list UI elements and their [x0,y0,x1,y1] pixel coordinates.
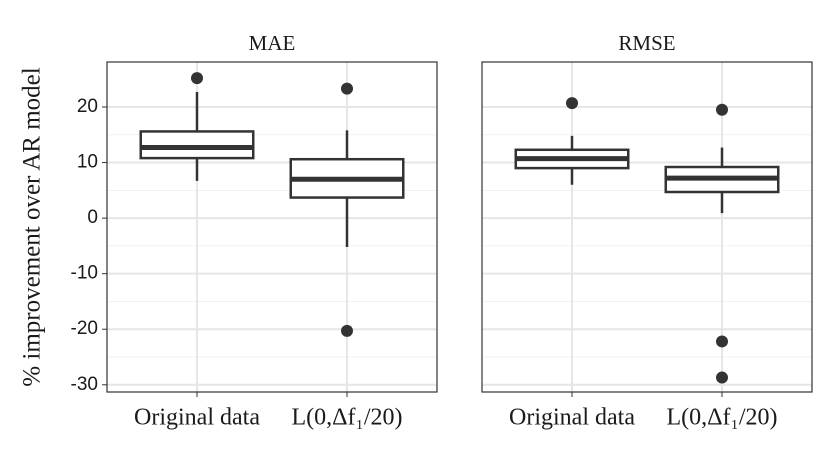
y-tick-label: -30 [71,374,98,395]
outlier [716,335,728,348]
y-tick-label: -10 [71,263,98,284]
panel-border [481,61,813,393]
panel-title: RMSE [618,31,675,55]
x-tick-label: L(0,Δf₁/20) [666,405,777,431]
outlier [716,371,728,384]
outlier [341,82,353,95]
box [139,130,255,160]
x-tick-label: L(0,Δf₁/20) [291,405,402,431]
x-tick-label: Original data [134,405,260,431]
x-tick-label: Original data [509,405,635,431]
y-tick-label: 20 [77,96,98,117]
y-axis-label: % improvement over AR model [19,67,46,386]
outlier [191,72,203,85]
panel-title: MAE [249,31,296,55]
y-tick-label: 0 [87,207,98,228]
panel-border [106,61,438,393]
outlier [341,324,353,337]
outlier [716,103,728,116]
y-tick-label: 10 [77,152,98,173]
y-tick-label: -20 [71,318,98,339]
outlier [566,97,578,110]
